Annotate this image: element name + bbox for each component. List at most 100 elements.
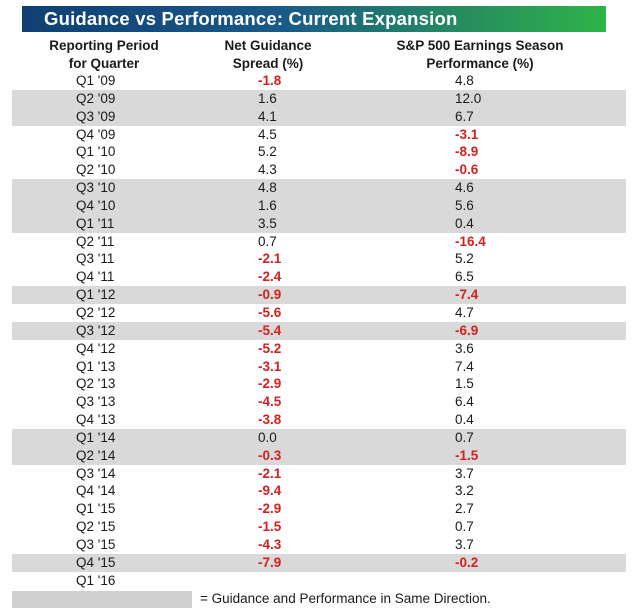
table-row: Q2 '10 4.3 -0.6: [0, 161, 640, 179]
period-cell: Q2 '10: [76, 162, 116, 178]
period-cell: Q2 '11: [76, 233, 115, 249]
table-row: Q4 '14 -9.4 3.2: [0, 482, 640, 500]
performance-cell: 6.5: [455, 269, 474, 285]
performance-cell: 3.7: [455, 465, 474, 481]
table-row: Q1 '09 -1.8 4.8: [0, 72, 640, 90]
period-cell: Q1 '13: [76, 358, 116, 374]
guidance-cell: -5.4: [258, 322, 282, 338]
performance-cell: 7.4: [455, 358, 474, 374]
data-table: Q1 '09 -1.8 4.8 Q2 '09 1.6 12.0 Q3 '09 4.1 6.7 Q4…: [0, 72, 640, 589]
table-row: Q3 '13 -4.5 6.4: [0, 393, 640, 411]
guidance-cell: -1.5: [258, 519, 282, 535]
performance-cell: 12.0: [455, 90, 482, 106]
guidance-cell: 1.6: [258, 90, 277, 106]
period-cell: Q1 '15: [76, 501, 116, 517]
period-cell: Q2 '15: [76, 519, 116, 535]
table-row: Q4 '10 1.6 5.6: [12, 196, 626, 215]
table-row: Q4 '09 4.5 -3.1: [0, 126, 640, 144]
period-cell: Q1 '10: [76, 144, 116, 160]
table-row: Q1 '15 -2.9 2.7: [0, 500, 640, 518]
table-row: Q4 '15 -7.9 -0.2: [12, 553, 626, 572]
guidance-cell: -2.1: [258, 465, 282, 481]
performance-cell: -8.9: [455, 144, 479, 160]
period-cell: Q1 '12: [76, 287, 116, 303]
performance-cell: 4.8: [455, 73, 474, 88]
period-cell: Q4 '10: [76, 197, 116, 213]
period-cell: Q1 '16: [76, 572, 116, 588]
guidance-cell: 1.6: [258, 197, 277, 213]
table-row: Q2 '11 0.7 -16.4: [0, 233, 640, 251]
period-cell: Q4 '09: [76, 126, 116, 142]
table-row: Q3 '12 -5.4 -6.9: [12, 321, 626, 340]
guidance-cell: 4.8: [258, 180, 277, 196]
guidance-cell: -4.3: [258, 536, 282, 552]
period-cell: Q3 '10: [76, 180, 116, 196]
period-cell: Q2 '09: [76, 90, 116, 106]
performance-cell: -1.5: [455, 447, 479, 463]
guidance-cell: -7.9: [258, 554, 282, 570]
period-cell: Q2 '12: [76, 304, 116, 320]
table-row: Q2 '14 -0.3 -1.5: [12, 446, 626, 465]
period-cell: Q3 '12: [76, 322, 116, 338]
performance-cell: 6.7: [455, 108, 474, 124]
table-row: Q1 '10 5.2 -8.9: [0, 143, 640, 161]
period-cell: Q3 '09: [76, 108, 116, 124]
performance-cell: -0.2: [455, 554, 479, 570]
guidance-cell: 4.5: [258, 126, 277, 142]
period-cell: Q2 '14: [76, 447, 116, 463]
table-row: Q3 '11 -2.1 5.2: [0, 250, 640, 268]
period-cell: Q3 '14: [76, 465, 116, 481]
header-reporting-period: Reporting Period for Quarter: [49, 38, 159, 71]
period-cell: Q3 '11: [76, 251, 115, 267]
performance-cell: 0.7: [455, 429, 474, 445]
performance-cell: -0.6: [455, 162, 479, 178]
guidance-cell: -9.4: [258, 483, 282, 499]
period-cell: Q4 '14: [76, 483, 116, 499]
table-row: Q2 '12 -5.6 4.7: [0, 304, 640, 322]
performance-cell: 0.4: [455, 215, 474, 231]
guidance-cell: -3.1: [258, 358, 282, 374]
performance-cell: 3.7: [455, 536, 474, 552]
table-row: Q4 '12 -5.2 3.6: [0, 340, 640, 358]
performance-cell: 6.4: [455, 394, 474, 410]
guidance-cell: -3.8: [258, 412, 282, 428]
performance-cell: -7.4: [455, 287, 479, 303]
performance-cell: 4.6: [455, 180, 474, 196]
table-row: Q1 '11 3.5 0.4: [12, 214, 626, 233]
legend-text: = Guidance and Performance in Same Direc…: [200, 591, 491, 606]
guidance-cell: -4.5: [258, 394, 282, 410]
table-row: Q3 '14 -2.1 3.7: [0, 465, 640, 483]
performance-cell: -6.9: [455, 322, 479, 338]
guidance-cell: -0.3: [258, 447, 282, 463]
performance-cell: 5.2: [455, 251, 474, 267]
table-row: Q3 '10 4.8 4.6: [12, 179, 626, 197]
table-title: Guidance vs Performance: Current Expansi…: [22, 6, 606, 32]
table-row: Q1 '13 -3.1 7.4: [0, 358, 640, 376]
table-row: Q4 '11 -2.4 6.5: [0, 268, 640, 286]
performance-cell: 1.5: [455, 376, 474, 392]
guidance-cell: 4.3: [258, 162, 277, 178]
legend-swatch: [12, 591, 192, 608]
table-row: Q1 '14 0.0 0.7: [12, 428, 626, 447]
guidance-cell: -2.9: [258, 501, 282, 517]
performance-cell: 0.4: [455, 412, 474, 428]
period-cell: Q3 '15: [76, 536, 116, 552]
table-row: Q3 '15 -4.3 3.7: [0, 536, 640, 554]
table-row: Q2 '15 -1.5 0.7: [0, 518, 640, 536]
performance-cell: 5.6: [455, 197, 474, 213]
guidance-cell: 5.2: [258, 144, 277, 160]
guidance-cell: -5.6: [258, 304, 282, 320]
guidance-cell: 0.0: [258, 429, 277, 445]
table-row: Q1 '16: [0, 572, 640, 590]
table-row: Q2 '09 1.6 12.0: [12, 89, 626, 108]
guidance-cell: -2.9: [258, 376, 282, 392]
period-cell: Q1 '11: [76, 215, 115, 231]
guidance-cell: 3.5: [258, 215, 277, 231]
performance-cell: 3.6: [455, 340, 474, 356]
header-net-guidance: Net Guidance Spread (%): [224, 38, 312, 71]
period-cell: Q4 '11: [76, 269, 115, 285]
performance-cell: 0.7: [455, 519, 474, 535]
performance-cell: -3.1: [455, 126, 479, 142]
period-cell: Q1 '09: [76, 73, 116, 88]
guidance-cell: 4.1: [258, 108, 277, 124]
